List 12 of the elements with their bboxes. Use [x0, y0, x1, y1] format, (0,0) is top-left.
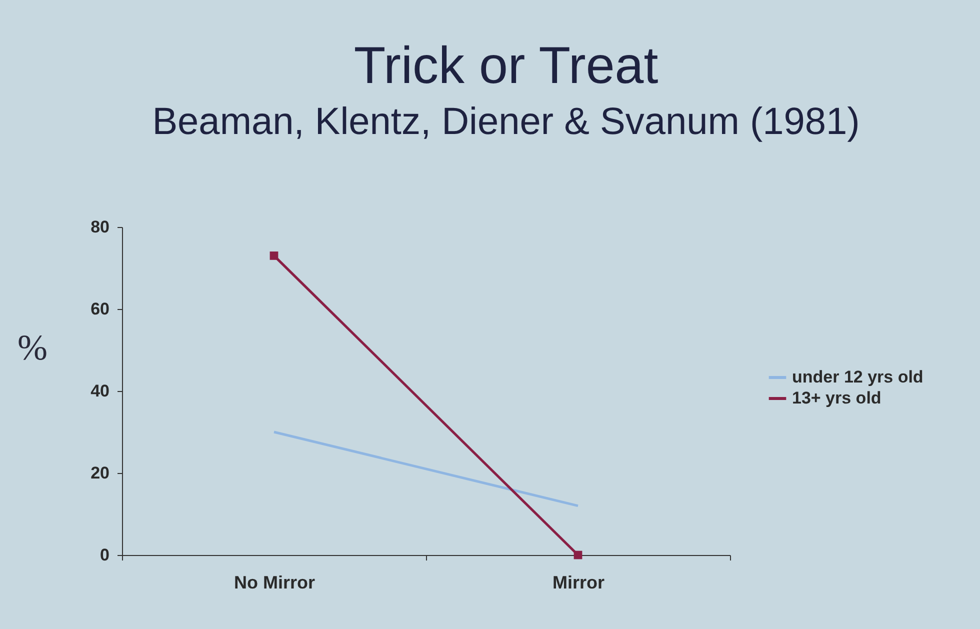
y-tick-label: 0 [100, 546, 110, 564]
x-tick-label: Mirror [552, 572, 605, 592]
y-tick-label: 40 [90, 382, 110, 400]
legend-label: under 12 yrs old [792, 368, 924, 386]
y-tick-label: 20 [90, 464, 110, 482]
chart-title: Trick or Treat [354, 37, 659, 95]
x-tick-label: No Mirror [234, 572, 315, 592]
legend-label: 13+ yrs old [792, 388, 882, 408]
chart-subtitle: Beaman, Klentz, Diener & Svanum (1981) [152, 101, 860, 143]
y-axis-title: % [18, 328, 48, 368]
y-tick-label: 80 [90, 218, 110, 236]
y-tick-label: 60 [90, 300, 110, 318]
